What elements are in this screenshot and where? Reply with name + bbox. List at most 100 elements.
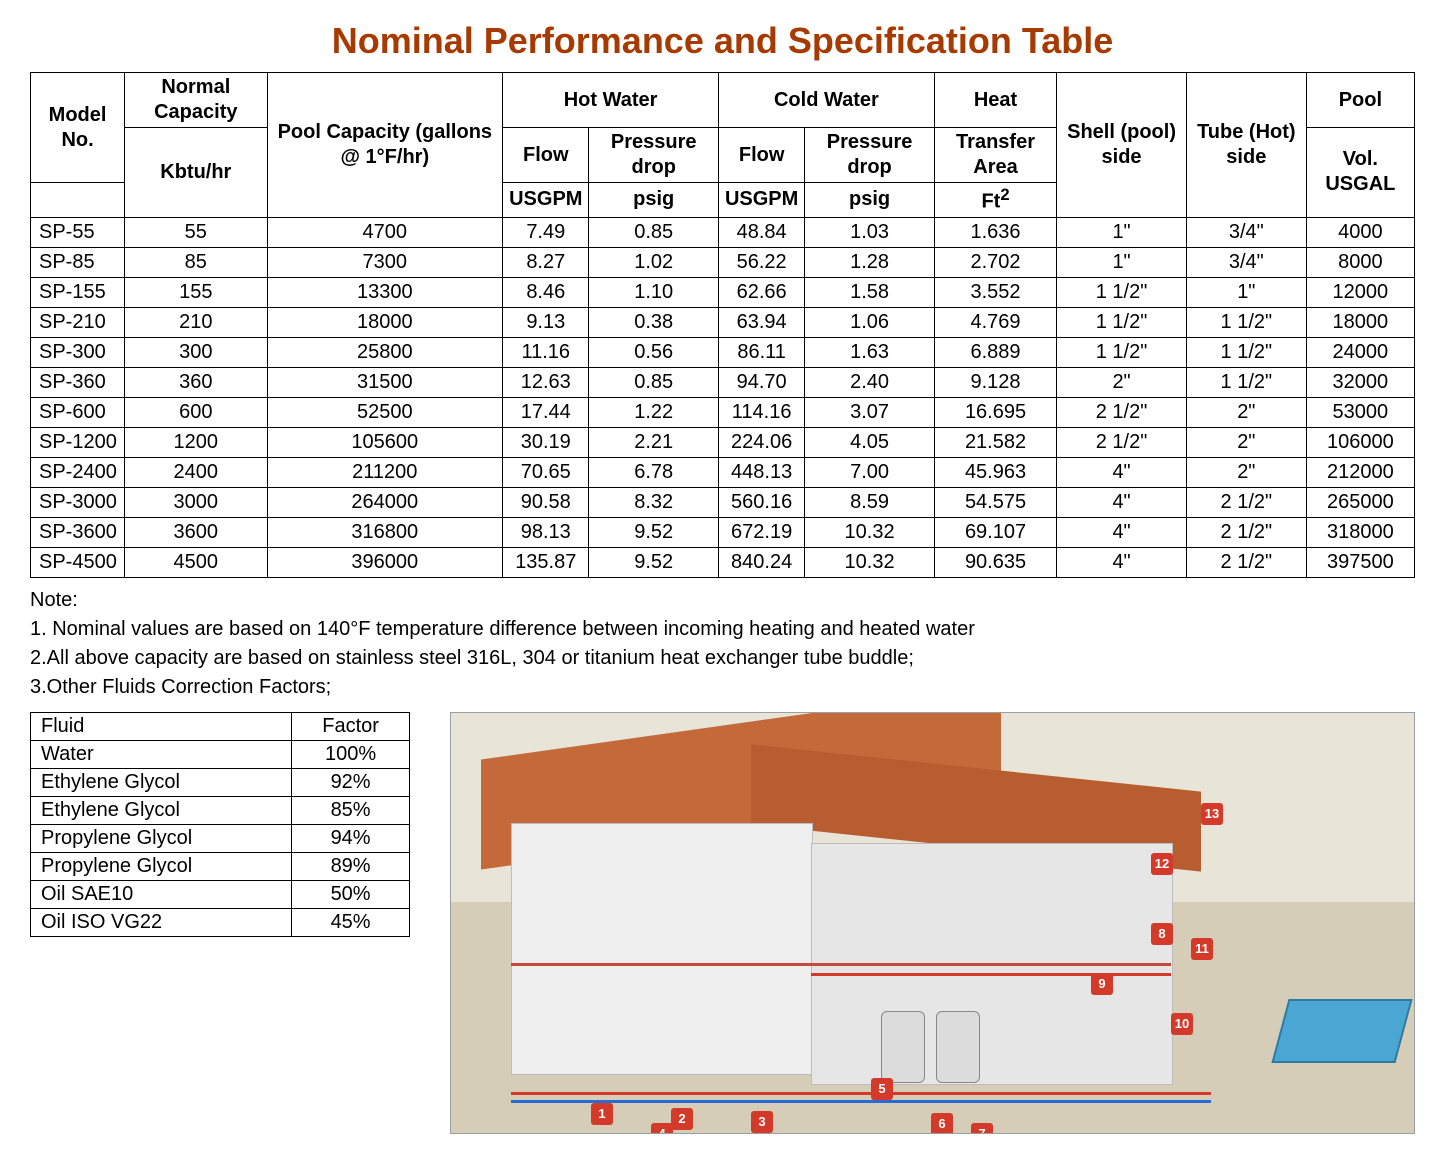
cell: 397500: [1306, 547, 1414, 577]
cell: 4500: [125, 547, 267, 577]
cell: 1 1/2": [1057, 307, 1187, 337]
cell: 16.695: [934, 397, 1056, 427]
diagram-marker: 9: [1091, 973, 1113, 995]
cold-pipe-icon: [511, 1100, 1211, 1103]
col-usgpm-hot: USGPM: [503, 183, 589, 218]
diagram-marker: 4: [651, 1123, 673, 1134]
cell: 9.52: [589, 547, 719, 577]
cell: 54.575: [934, 487, 1056, 517]
cell: 2 1/2": [1186, 517, 1306, 547]
cell: 6.78: [589, 457, 719, 487]
cell: SP-360: [31, 367, 125, 397]
table-row: Propylene Glycol89%: [31, 852, 410, 880]
cell: 52500: [267, 397, 503, 427]
table-row: SP-3600360031680098.139.52672.1910.3269.…: [31, 517, 1415, 547]
cell: Oil ISO VG22: [31, 908, 292, 936]
cell: 18000: [267, 307, 503, 337]
cell: 11.16: [503, 337, 589, 367]
cell: 600: [125, 397, 267, 427]
cell: 4.05: [805, 427, 935, 457]
tank-icon: [936, 1011, 980, 1083]
col-transfer-area: Transfer Area: [934, 128, 1056, 183]
cell: 2": [1186, 397, 1306, 427]
cell: 6.889: [934, 337, 1056, 367]
cell: 69.107: [934, 517, 1056, 547]
col-hot-pdrop: Pressure drop: [589, 128, 719, 183]
col-psig-cold: psig: [805, 183, 935, 218]
cell: 25800: [267, 337, 503, 367]
cell: Ethylene Glycol: [31, 768, 292, 796]
cell: 13300: [267, 277, 503, 307]
cell: Water: [31, 740, 292, 768]
cell: 1.22: [589, 397, 719, 427]
diagram-marker: 6: [931, 1113, 953, 1134]
diagram-marker: 2: [671, 1108, 693, 1130]
cell: 3/4": [1186, 217, 1306, 247]
cell: 264000: [267, 487, 503, 517]
house-diagram: 12345678910111213: [450, 712, 1415, 1134]
cell: 8.27: [503, 247, 589, 277]
cell: 94.70: [718, 367, 804, 397]
cell: 224.06: [718, 427, 804, 457]
fluid-table: Fluid Factor Water100%Ethylene Glycol92%…: [30, 712, 410, 937]
cell: 21.582: [934, 427, 1056, 457]
table-row: SP-45004500396000135.879.52840.2410.3290…: [31, 547, 1415, 577]
diagram-marker: 7: [971, 1123, 993, 1134]
cell: 0.85: [589, 367, 719, 397]
diagram-marker: 5: [871, 1078, 893, 1100]
cell: 448.13: [718, 457, 804, 487]
cell: 100%: [292, 740, 410, 768]
cell: SP-155: [31, 277, 125, 307]
col-pool-capacity: Pool Capacity (gallons @ 1°F/hr): [267, 73, 503, 218]
cell: 90.635: [934, 547, 1056, 577]
cell: 2.702: [934, 247, 1056, 277]
cell: 8.32: [589, 487, 719, 517]
cell: 85%: [292, 796, 410, 824]
cell: SP-600: [31, 397, 125, 427]
cell: 3.07: [805, 397, 935, 427]
cell: 0.56: [589, 337, 719, 367]
cell: Propylene Glycol: [31, 852, 292, 880]
cell: 4": [1057, 517, 1187, 547]
cell: 4700: [267, 217, 503, 247]
cell: 1.02: [589, 247, 719, 277]
cell: 1.58: [805, 277, 935, 307]
cell: 9.52: [589, 517, 719, 547]
cell: 1": [1057, 217, 1187, 247]
cell: 4000: [1306, 217, 1414, 247]
cell: 360: [125, 367, 267, 397]
cell: 1.28: [805, 247, 935, 277]
cell: 55: [125, 217, 267, 247]
col-hot-water: Hot Water: [503, 73, 719, 128]
cell: 1.636: [934, 217, 1056, 247]
cell: 1.63: [805, 337, 935, 367]
table-row: Propylene Glycol94%: [31, 824, 410, 852]
cell: SP-85: [31, 247, 125, 277]
cell: 4": [1057, 457, 1187, 487]
cell: 12000: [1306, 277, 1414, 307]
cell: 1 1/2": [1186, 337, 1306, 367]
diagram-marker: 11: [1191, 938, 1213, 960]
cell: 4": [1057, 547, 1187, 577]
cell: 9.13: [503, 307, 589, 337]
cell: 3000: [125, 487, 267, 517]
cell: 1 1/2": [1057, 277, 1187, 307]
cell: 1200: [125, 427, 267, 457]
cell: 70.65: [503, 457, 589, 487]
table-row: SP-555547007.490.8548.841.031.6361"3/4"4…: [31, 217, 1415, 247]
cell: 300: [125, 337, 267, 367]
table-row: SP-155155133008.461.1062.661.583.5521 1/…: [31, 277, 1415, 307]
table-row: SP-3003002580011.160.5686.111.636.8891 1…: [31, 337, 1415, 367]
col-cold-flow: Flow: [718, 128, 804, 183]
cell: 45%: [292, 908, 410, 936]
cell: SP-3600: [31, 517, 125, 547]
cell: 2": [1186, 427, 1306, 457]
cell: 8.46: [503, 277, 589, 307]
cell: 2 1/2": [1057, 427, 1187, 457]
diagram-marker: 3: [751, 1111, 773, 1133]
cell: 63.94: [718, 307, 804, 337]
col-pool: Pool: [1306, 73, 1414, 128]
cell: 672.19: [718, 517, 804, 547]
cell: 0.85: [589, 217, 719, 247]
fluid-col-factor: Factor: [292, 712, 410, 740]
